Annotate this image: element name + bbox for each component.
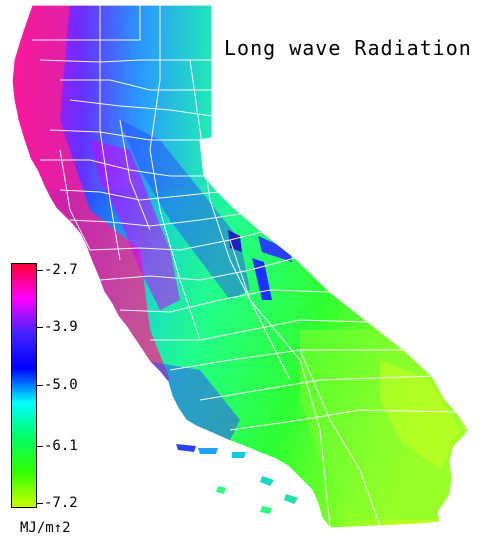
legend-label-max: -2.7 [44,262,78,278]
legend-tick [37,446,43,447]
legend-tick [37,270,43,271]
legend-label: -6.1 [44,438,78,454]
legend-label: -5.0 [44,377,78,393]
legend-tick [37,503,43,504]
legend-unit: MJ/m↑2 [20,520,71,536]
legend-tick [37,385,43,386]
map-title: Long wave Radiation [224,36,472,60]
legend-tick [37,327,43,328]
channel-islands [176,444,298,514]
legend-label: -3.9 [44,319,78,335]
color-scale-bar [11,263,37,508]
legend-label-min: -7.2 [44,495,78,511]
